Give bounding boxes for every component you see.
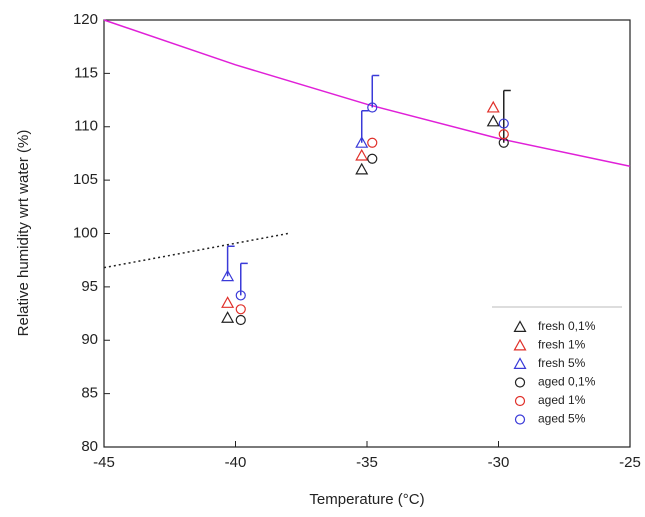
x-tick-label: -40 <box>225 454 247 471</box>
y-tick-label: 100 <box>73 224 98 241</box>
curve <box>103 19 631 167</box>
data-point <box>498 129 509 140</box>
error-bar <box>371 74 380 108</box>
y-tick-label: 95 <box>81 278 98 295</box>
data-point <box>355 162 369 175</box>
y-tick-label: 80 <box>81 438 98 455</box>
data-point <box>367 102 378 113</box>
data-point <box>221 269 235 282</box>
y-tick-label: 110 <box>74 118 98 135</box>
y-tick-label: 85 <box>81 385 98 402</box>
legend-label: aged 0,1% <box>538 375 596 389</box>
x-tick-label: -30 <box>488 454 510 471</box>
x-tick-label: -35 <box>356 454 378 471</box>
y-axis-label: Relative humidity wrt water (%) <box>15 130 32 337</box>
data-point <box>235 290 246 301</box>
data-point <box>221 296 235 308</box>
legend-symbol <box>513 357 527 369</box>
y-tick-label: 120 <box>73 11 98 28</box>
y-tick-label: 90 <box>81 331 98 348</box>
legend-symbol <box>514 414 526 425</box>
legend-symbol <box>513 338 527 351</box>
legend-label: aged 1% <box>538 393 586 407</box>
data-point <box>486 100 500 113</box>
data-point <box>486 114 500 127</box>
legend-label: fresh 5% <box>538 356 586 370</box>
legend-label: aged 5% <box>538 412 586 426</box>
x-tick-label: -25 <box>619 454 641 471</box>
legend-symbol <box>513 320 527 332</box>
data-point <box>235 304 246 315</box>
data-point <box>367 137 378 148</box>
data-point <box>355 148 369 161</box>
y-tick-label: 105 <box>73 171 98 188</box>
legend-label: fresh 0,1% <box>538 319 596 333</box>
legend-symbol <box>514 395 526 407</box>
error-bar <box>240 262 248 296</box>
data-point <box>498 118 509 129</box>
error-bar <box>503 89 511 143</box>
legend-symbol <box>514 377 526 388</box>
data-point <box>235 314 246 326</box>
data-point <box>355 136 369 148</box>
data-point <box>367 153 378 164</box>
legend-label: fresh 1% <box>538 338 586 352</box>
x-tick-label: -45 <box>93 454 115 471</box>
curve <box>103 232 289 269</box>
x-axis-label: Temperature (°C) <box>309 491 424 508</box>
y-tick-label: 115 <box>74 64 98 81</box>
data-point <box>221 311 235 323</box>
